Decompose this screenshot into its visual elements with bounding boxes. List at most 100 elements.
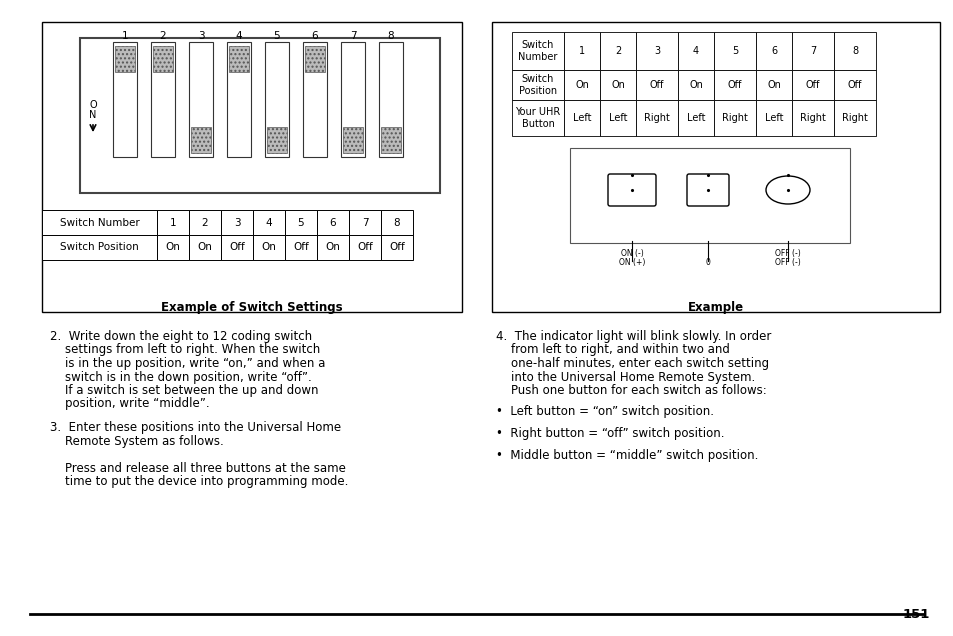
Bar: [569, 148, 849, 243]
Text: into the Universal Home Remote System.: into the Universal Home Remote System.: [496, 371, 755, 384]
Text: Right: Right: [800, 113, 825, 123]
Text: Right: Right: [721, 113, 747, 123]
Text: On: On: [325, 242, 340, 252]
Bar: [227, 42, 251, 157]
Text: O: O: [89, 100, 96, 110]
Text: Left: Left: [764, 113, 782, 123]
Text: time to put the device into programming mode.: time to put the device into programming …: [50, 475, 348, 488]
Text: Off: Off: [805, 80, 820, 90]
Bar: [285, 210, 316, 235]
Text: ON (+): ON (+): [618, 258, 644, 267]
Bar: [636, 32, 678, 70]
Text: 151: 151: [902, 608, 929, 621]
Text: Off: Off: [847, 80, 862, 90]
Bar: [152, 46, 172, 72]
Text: 4: 4: [692, 46, 699, 56]
Bar: [563, 70, 599, 100]
Bar: [151, 42, 174, 157]
Text: switch is in the down position, write “off”.: switch is in the down position, write “o…: [50, 371, 312, 384]
Text: Left: Left: [572, 113, 591, 123]
Bar: [253, 210, 285, 235]
Text: Example: Example: [687, 301, 743, 314]
Text: Off: Off: [649, 80, 663, 90]
Bar: [340, 42, 365, 157]
Bar: [253, 235, 285, 260]
Text: Off: Off: [293, 242, 309, 252]
Text: 6: 6: [312, 31, 318, 41]
Text: Remote System as follows.: Remote System as follows.: [50, 434, 224, 448]
Bar: [563, 32, 599, 70]
Text: If a switch is set between the up and down: If a switch is set between the up and do…: [50, 384, 318, 397]
Bar: [755, 32, 791, 70]
Text: •  Middle button = “middle” switch position.: • Middle button = “middle” switch positi…: [496, 449, 758, 462]
Text: On: On: [575, 80, 588, 90]
Text: 3: 3: [197, 31, 204, 41]
Text: OFF (-): OFF (-): [774, 249, 800, 258]
Bar: [492, 22, 939, 312]
Text: Your UHR
Button: Your UHR Button: [515, 107, 560, 129]
Text: On: On: [688, 80, 702, 90]
Bar: [189, 42, 213, 157]
Bar: [267, 127, 287, 153]
Bar: [157, 210, 189, 235]
Text: 3: 3: [233, 218, 240, 228]
FancyBboxPatch shape: [607, 174, 656, 206]
Text: 2: 2: [159, 31, 166, 41]
Bar: [42, 22, 461, 312]
Text: Off: Off: [389, 242, 404, 252]
Bar: [191, 127, 211, 153]
Text: Off: Off: [727, 80, 741, 90]
Bar: [678, 32, 713, 70]
Text: 3.  Enter these positions into the Universal Home: 3. Enter these positions into the Univer…: [50, 421, 341, 434]
Text: ON (-): ON (-): [620, 249, 642, 258]
Bar: [229, 46, 249, 72]
Bar: [599, 32, 636, 70]
Text: •  Left button = “on” switch position.: • Left button = “on” switch position.: [496, 406, 713, 418]
Text: Left: Left: [608, 113, 626, 123]
Bar: [833, 32, 875, 70]
Text: On: On: [261, 242, 276, 252]
Text: 6: 6: [770, 46, 777, 56]
Bar: [316, 235, 349, 260]
Bar: [265, 42, 289, 157]
Text: 2: 2: [615, 46, 620, 56]
Text: Left: Left: [686, 113, 704, 123]
Bar: [678, 100, 713, 136]
Bar: [636, 100, 678, 136]
Text: 4.  The indicator light will blink slowly. In order: 4. The indicator light will blink slowly…: [496, 330, 771, 343]
Bar: [755, 70, 791, 100]
Bar: [636, 70, 678, 100]
Text: Switch Number: Switch Number: [59, 218, 139, 228]
Ellipse shape: [765, 176, 809, 204]
Bar: [115, 46, 135, 72]
Bar: [512, 100, 563, 136]
Bar: [316, 210, 349, 235]
Bar: [833, 100, 875, 136]
Bar: [378, 42, 402, 157]
Bar: [599, 100, 636, 136]
Bar: [349, 210, 380, 235]
Text: •  Right button = “off” switch position.: • Right button = “off” switch position.: [496, 427, 723, 440]
Bar: [42, 235, 157, 260]
Bar: [303, 42, 327, 157]
Text: 4: 4: [265, 218, 272, 228]
Text: N: N: [90, 110, 96, 120]
Text: 7: 7: [361, 218, 368, 228]
Text: Press and release all three buttons at the same: Press and release all three buttons at t…: [50, 462, 346, 474]
Text: position, write “middle”.: position, write “middle”.: [50, 398, 210, 410]
Bar: [380, 235, 413, 260]
Bar: [189, 235, 221, 260]
Bar: [791, 32, 833, 70]
Text: Switch
Position: Switch Position: [518, 74, 557, 96]
Text: 8: 8: [851, 46, 857, 56]
Text: Off: Off: [229, 242, 245, 252]
Bar: [755, 100, 791, 136]
Text: Example of Switch Settings: Example of Switch Settings: [161, 301, 342, 314]
Bar: [189, 210, 221, 235]
Bar: [713, 70, 755, 100]
Text: 1: 1: [578, 46, 584, 56]
Text: one-half minutes, enter each switch setting: one-half minutes, enter each switch sett…: [496, 357, 768, 370]
Text: 8: 8: [387, 31, 394, 41]
Bar: [112, 42, 137, 157]
Text: 7: 7: [350, 31, 355, 41]
